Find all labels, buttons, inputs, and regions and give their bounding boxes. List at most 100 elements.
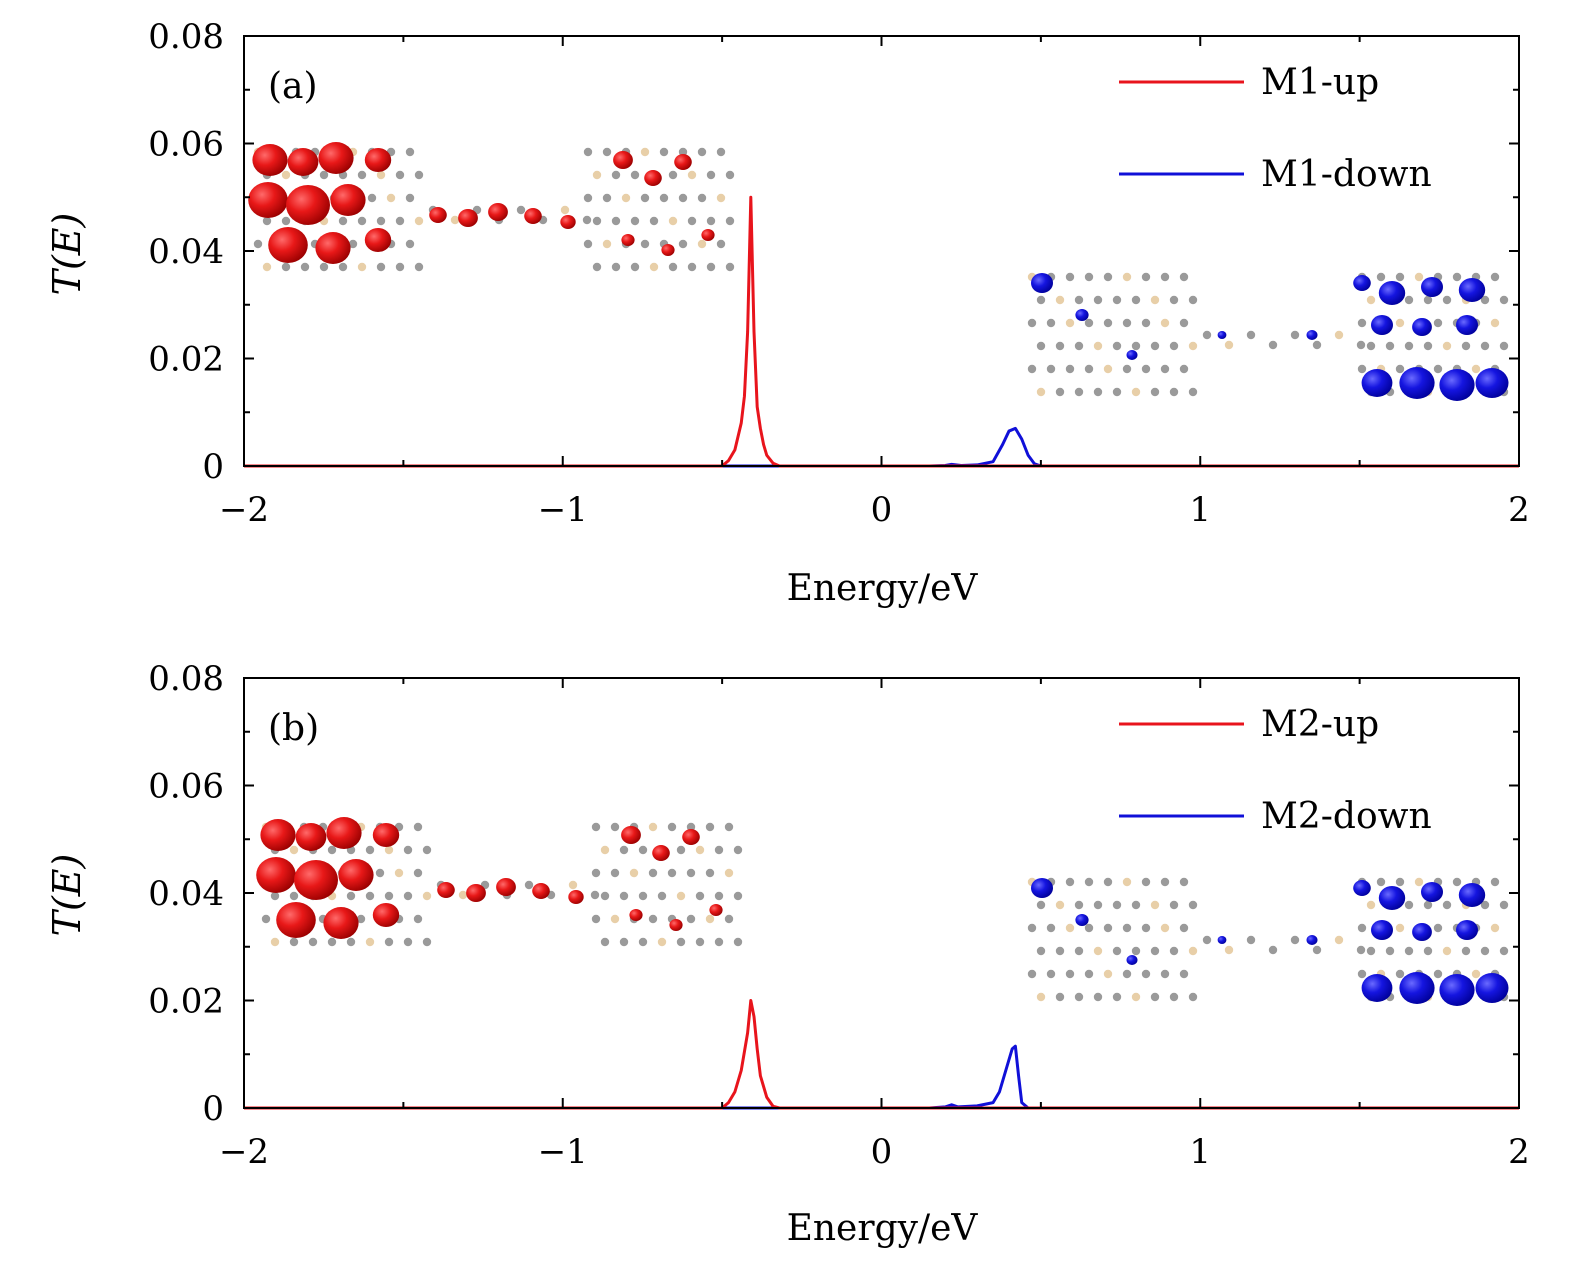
atom-marker <box>405 193 415 203</box>
atom-marker <box>697 239 707 249</box>
atom-marker <box>1499 295 1509 305</box>
atom-marker <box>1093 387 1103 397</box>
atom-marker <box>733 937 743 947</box>
isosurface-blob <box>429 207 447 223</box>
isosurface-blob <box>709 904 723 916</box>
atom-marker <box>357 216 367 226</box>
x-tick-label: 1 <box>1189 490 1211 530</box>
isosurface-blob <box>1217 936 1227 944</box>
isosurface-blob <box>252 144 288 176</box>
atom-marker <box>1179 923 1189 933</box>
legend-entry-m2-down: M2-down <box>1261 796 1432 837</box>
atom-marker <box>1169 341 1179 351</box>
atom-marker <box>706 170 716 180</box>
atom-marker <box>640 239 650 249</box>
atom-marker <box>1122 318 1132 328</box>
isosurface-blob <box>644 170 662 186</box>
isosurface-blob <box>1371 920 1393 940</box>
atom-marker <box>1093 992 1103 1002</box>
molecule-isosurface-blue-inset <box>1027 877 1509 1006</box>
isosurface-blob <box>1412 318 1432 336</box>
isosurface-blob <box>568 890 584 904</box>
atom-marker <box>1452 877 1462 887</box>
isosurface-blob <box>286 185 330 225</box>
atom-marker <box>678 147 688 157</box>
atom-marker <box>1188 387 1198 397</box>
atom-marker <box>1084 877 1094 887</box>
atom-marker <box>1065 923 1075 933</box>
atom-marker <box>413 868 423 878</box>
isosurface-blob <box>1378 281 1406 305</box>
atom-marker <box>1027 923 1037 933</box>
panel-b: −2 −1 0 1 2 0 0.02 0.04 0.06 0.08 M2-up M2-down (b)… <box>45 659 1530 1249</box>
molecule-isosurface-red-inset <box>248 142 735 272</box>
atom-marker <box>638 891 648 901</box>
atom-marker <box>1423 900 1433 910</box>
atom-marker <box>319 262 329 272</box>
atom-marker <box>348 239 358 249</box>
atom-marker <box>1150 992 1160 1002</box>
atom-marker <box>590 890 600 900</box>
atom-marker <box>1395 923 1405 933</box>
isosurface-blob <box>1421 277 1443 297</box>
atom-marker <box>1188 900 1198 910</box>
atom-marker <box>1141 923 1151 933</box>
atom-marker <box>1395 272 1405 282</box>
atom-marker <box>262 216 272 226</box>
atom-marker <box>1290 330 1300 340</box>
atom-marker <box>1065 318 1075 328</box>
series-line-m2-up <box>244 999 1519 1110</box>
atom-marker <box>1027 318 1037 328</box>
atom-marker <box>1093 341 1103 351</box>
isosurface-blob <box>248 182 288 218</box>
atom-marker <box>1046 969 1056 979</box>
atom-marker <box>1084 923 1094 933</box>
atom-marker <box>1093 295 1103 305</box>
atom-marker <box>1224 945 1234 955</box>
atom-marker <box>657 891 667 901</box>
molecule-isosurface-blue-inset <box>1027 272 1509 401</box>
atom-marker <box>1480 900 1490 910</box>
atom-marker <box>1093 900 1103 910</box>
atom-marker <box>1395 364 1405 374</box>
atom-marker <box>289 937 299 947</box>
atom-marker <box>695 937 705 947</box>
atom-marker <box>1046 318 1056 328</box>
atom-marker <box>384 845 394 855</box>
atom-marker <box>1112 946 1122 956</box>
atom-marker <box>1179 318 1189 328</box>
atom-marker <box>1356 945 1366 955</box>
atom-marker <box>1160 969 1170 979</box>
isosurface-blob <box>256 857 296 893</box>
atom-marker <box>1366 900 1376 910</box>
isosurface-blob <box>1439 974 1475 1006</box>
atom-marker <box>1224 340 1234 350</box>
atom-marker <box>1357 364 1367 374</box>
atom-marker <box>659 147 669 157</box>
atom-marker <box>1490 272 1500 282</box>
atom-marker <box>676 845 686 855</box>
atom-marker <box>1055 341 1065 351</box>
atom-marker <box>403 845 413 855</box>
atom-marker <box>725 262 735 272</box>
atom-marker <box>1169 900 1179 910</box>
isosurface-blob <box>1031 273 1053 293</box>
atom-marker <box>1395 877 1405 887</box>
atom-marker <box>357 170 367 180</box>
atom-marker <box>714 937 724 947</box>
atom-marker <box>1074 341 1084 351</box>
atom-marker <box>1414 272 1424 282</box>
atom-marker <box>1312 945 1322 955</box>
atom-marker <box>1179 969 1189 979</box>
molecule-isosurface-red-inset <box>256 817 743 947</box>
atom-marker <box>1131 992 1141 1002</box>
atom-marker <box>649 216 659 226</box>
isosurface-blob <box>1353 275 1371 291</box>
isosurface-blob <box>1421 882 1443 902</box>
isosurface-blob <box>621 234 635 246</box>
atom-marker <box>1074 295 1084 305</box>
atom-marker <box>1150 946 1160 956</box>
atom-marker <box>583 239 593 249</box>
atom-marker <box>270 891 280 901</box>
atom-marker <box>1074 992 1084 1002</box>
